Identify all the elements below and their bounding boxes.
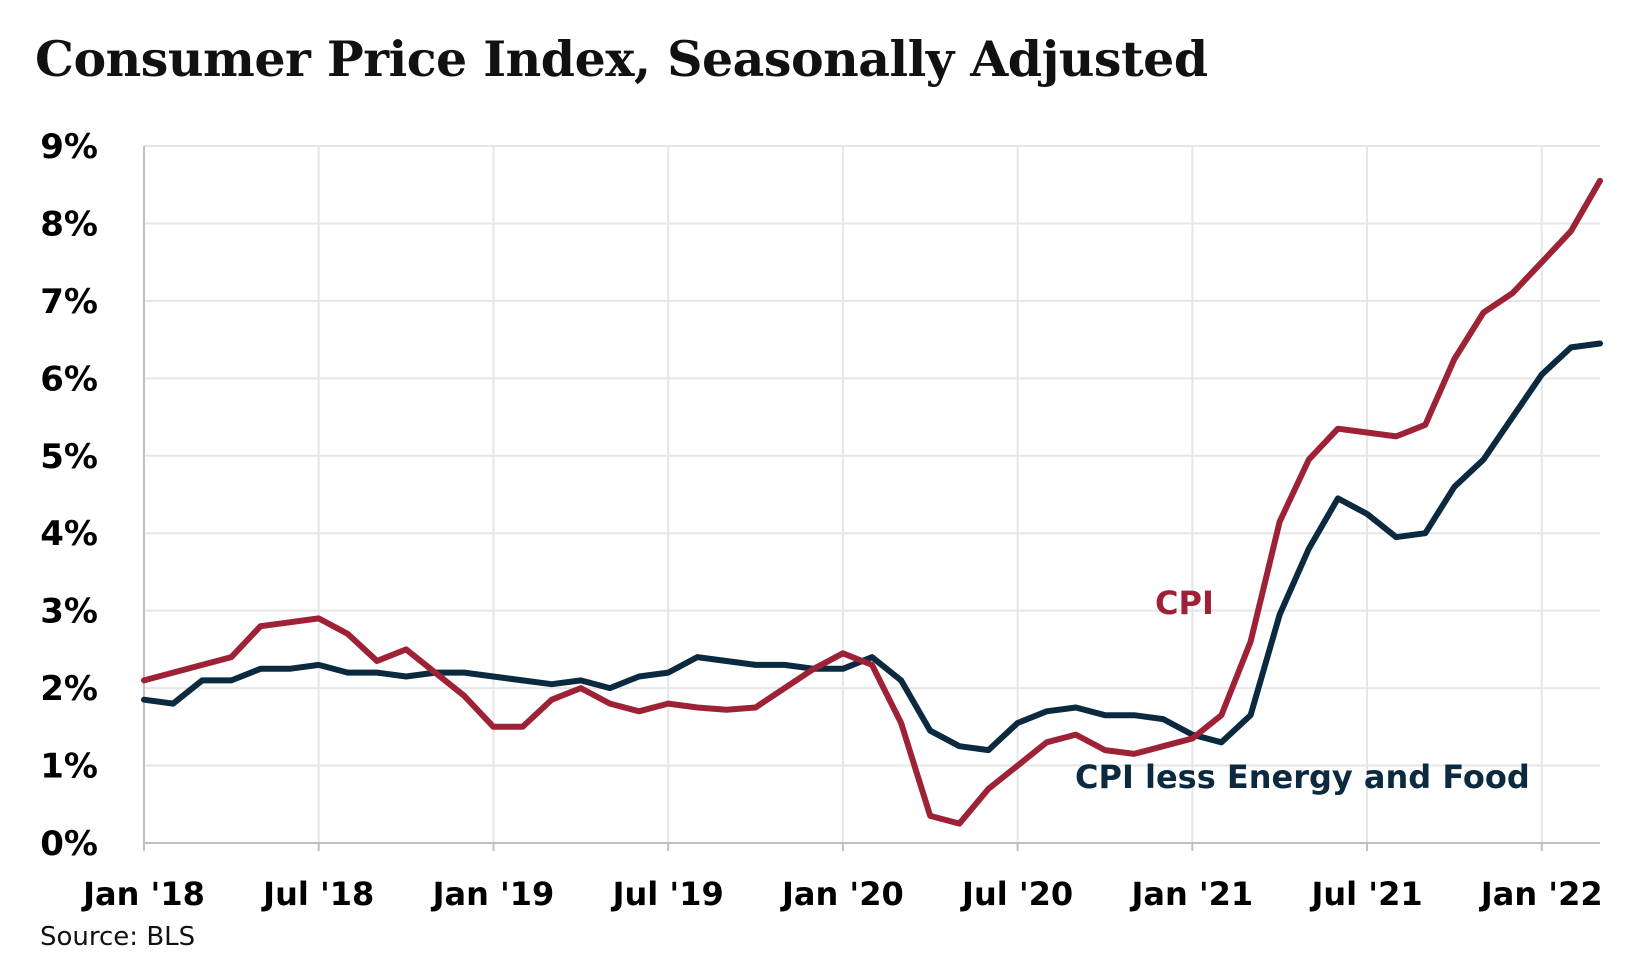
x-tick-label: Jan '19 [431,875,555,913]
y-tick-label: 5% [40,437,98,477]
chart-title: Consumer Price Index, Seasonally Adjuste… [35,30,1208,88]
series-label-cpi: CPI [1155,584,1214,622]
y-tick-label: 4% [40,514,98,554]
source-note: Source: BLS [40,922,196,952]
x-tick-label: Jan '21 [1129,875,1253,913]
y-tick-label: 3% [40,592,98,632]
y-tick-label: 6% [40,359,98,399]
y-tick-label: 0% [40,824,98,864]
y-tick-labels: 0% 1% 2% 3% 4% 5% 6% 7% 8% 9% [40,127,98,864]
series-label-core-cpi: CPI less Energy and Food [1075,758,1530,796]
y-tick-label: 9% [40,127,98,167]
x-tick-label: Jan '20 [780,875,904,913]
y-tick-label: 1% [40,747,98,787]
gridlines [144,145,1600,843]
y-tick-label: 7% [40,282,98,322]
series-lines [141,177,1603,827]
x-tick-label: Jul '18 [261,875,374,913]
x-tick-label: Jan '22 [1479,875,1603,913]
series-line-core-cpi [141,340,1603,754]
axes [143,146,1600,851]
y-tick-label: 2% [40,669,98,709]
y-tick-label: 8% [40,204,98,244]
x-tick-label: Jul '19 [611,875,724,913]
x-tick-labels: Jan '18 Jul '18 Jan '19 Jul '19 Jan '20 Jul '… [81,875,1603,913]
x-tick-label: Jul '21 [1309,875,1422,913]
x-tick-label: Jul '20 [960,875,1073,913]
series-line-cpi [141,177,1603,827]
x-tick-label: Jan '18 [81,875,205,913]
